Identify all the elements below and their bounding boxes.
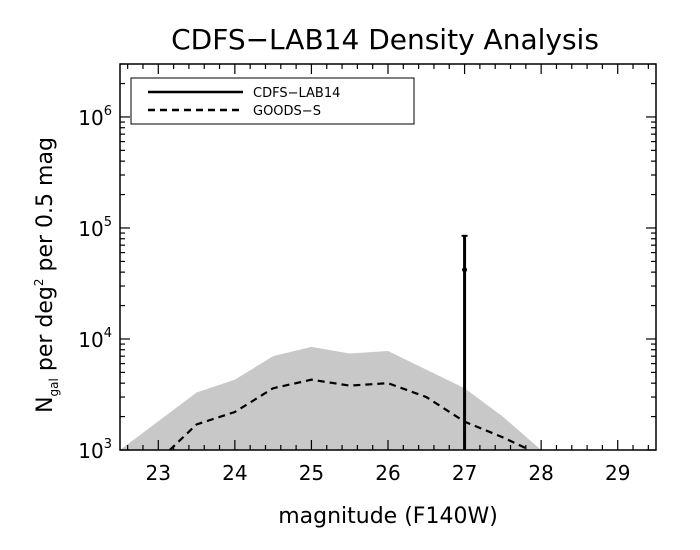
y-tick-label-base: 10: [78, 328, 103, 352]
uncertainty-band: [120, 346, 542, 450]
y-tick-label: 103: [78, 437, 112, 463]
y-tick-label-base: 10: [78, 106, 103, 130]
x-tick-label: 27: [452, 461, 477, 485]
y-tick-label: 104: [78, 326, 112, 352]
y-tick-label-exponent: 4: [104, 326, 112, 341]
x-tick-label: 26: [375, 461, 400, 485]
x-tick-label: 28: [528, 461, 553, 485]
legend-label-0: CDFS−LAB14: [253, 86, 340, 101]
x-axis-label: magnitude (F140W): [278, 504, 498, 529]
legend-label-1: GOODS−S: [253, 104, 321, 119]
x-tick-label: 25: [299, 461, 324, 485]
chart-title: CDFS−LAB14 Density Analysis: [171, 23, 599, 56]
y-tick-label-exponent: 5: [104, 215, 112, 230]
y-axis-label-subscript: gal: [47, 378, 61, 396]
y-tick-label-exponent: 6: [104, 104, 112, 119]
data-point: [462, 267, 468, 273]
y-axis-label-prefix: N: [33, 396, 58, 412]
series-line-goods-s: [169, 378, 531, 450]
x-tick-label: 23: [146, 461, 171, 485]
legend: CDFS−LAB14 GOODS−S: [130, 77, 415, 125]
y-tick-label: 106: [78, 104, 112, 130]
y-axis-label-superscript: 2: [32, 278, 46, 286]
y-tick-label-exponent: 3: [104, 437, 112, 452]
y-axis-label-suffix: per 0.5 mag: [33, 137, 58, 278]
x-tick-label: 24: [222, 461, 247, 485]
y-tick-label: 105: [78, 215, 112, 241]
x-tick-label: 29: [605, 461, 630, 485]
y-tick-label-base: 10: [78, 439, 103, 463]
y-tick-label-base: 10: [78, 217, 103, 241]
plot-inner: [120, 234, 542, 450]
y-axis-label: Ngal per deg2 per 0.5 mag: [32, 137, 61, 413]
legend-box: [130, 77, 415, 125]
y-axis-label-middle: per deg: [33, 286, 58, 378]
plot-area: [120, 234, 542, 450]
